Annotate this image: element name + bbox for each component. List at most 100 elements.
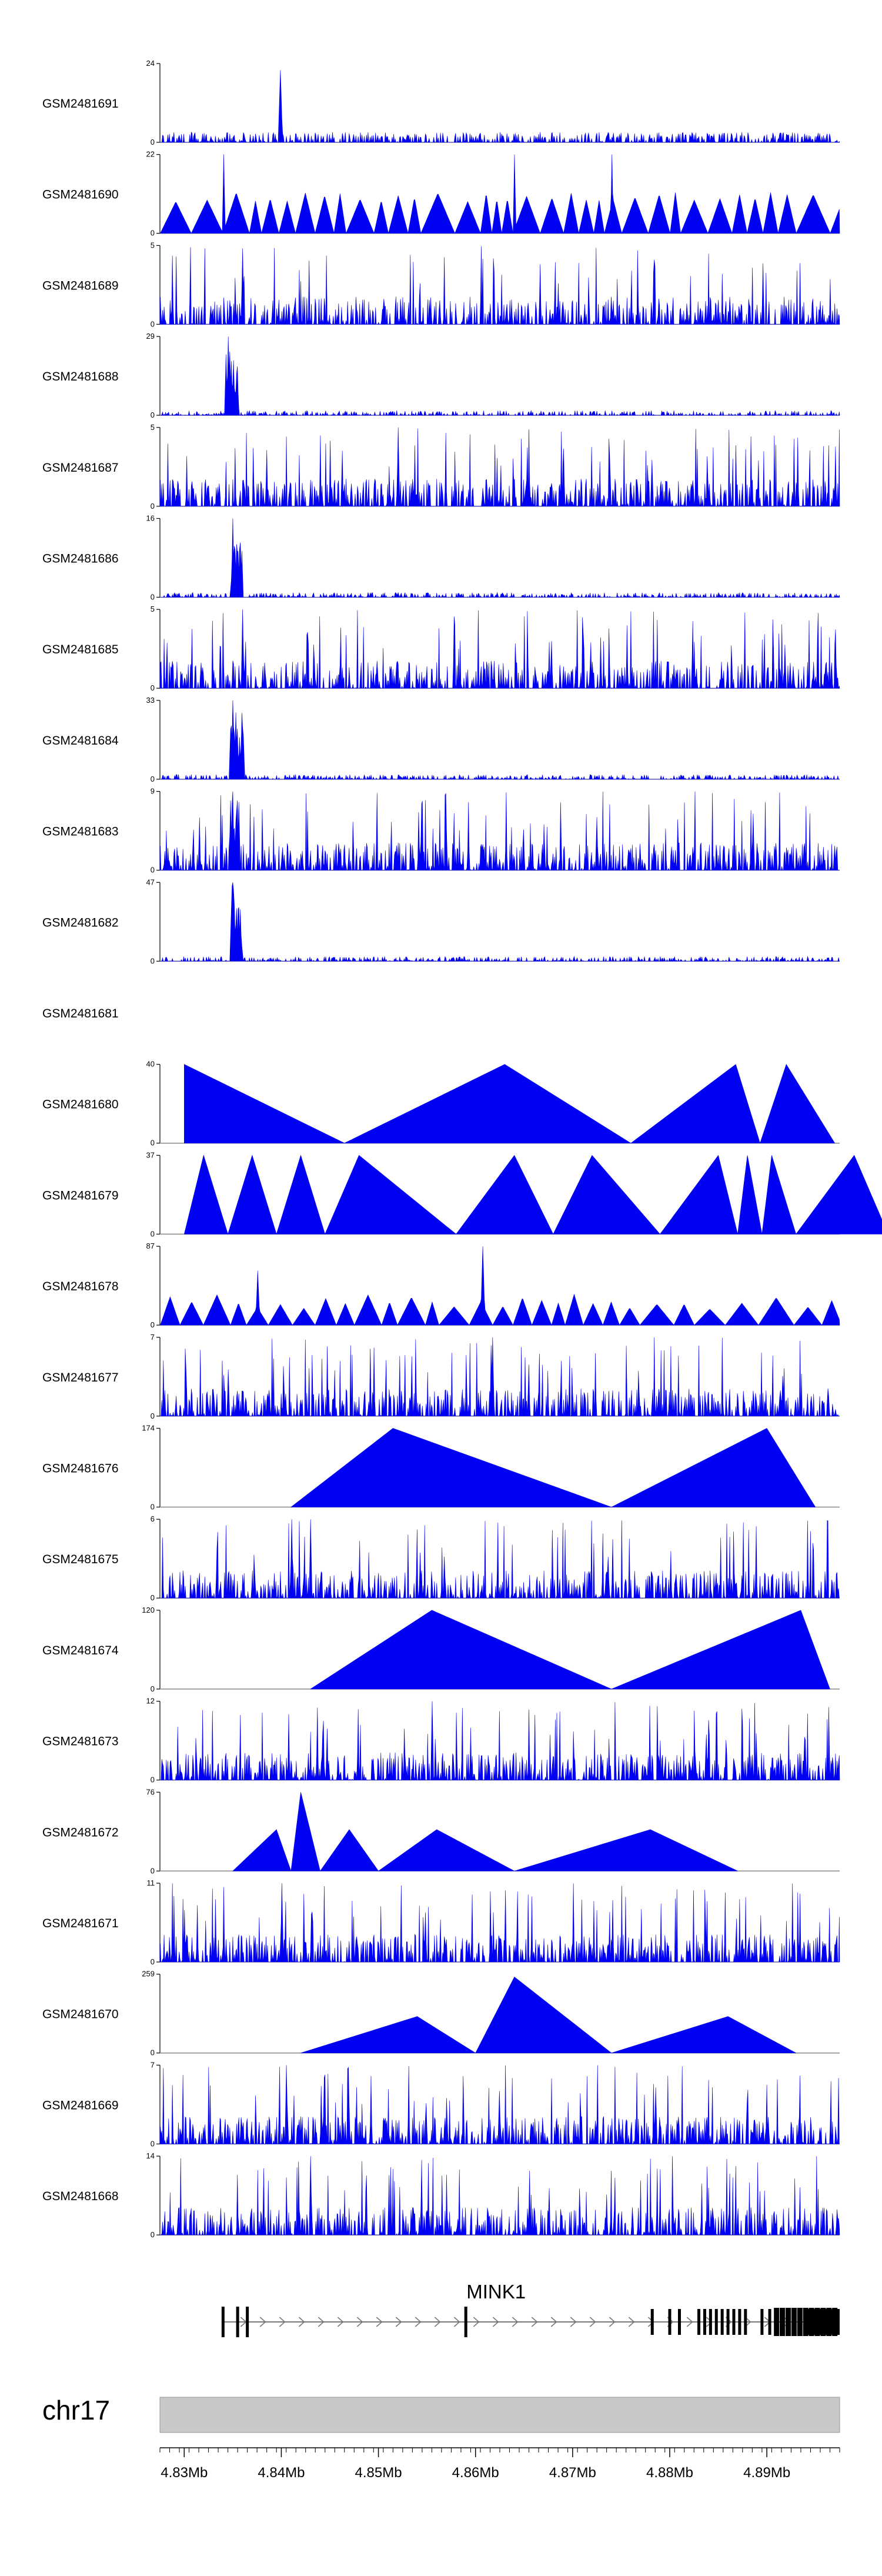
track-GSM2481682: GSM2481682 47 0 (42, 877, 840, 965)
chromosome-track: chr17 (42, 2395, 840, 2433)
exon (650, 2309, 654, 2335)
track-GSM2481679: GSM2481679 37 0 (42, 1150, 882, 1238)
track-GSM2481683: GSM2481683 9 0 (42, 787, 840, 875)
y-tick-min-label: 0 (151, 1320, 155, 1329)
exon (738, 2309, 741, 2335)
exon (236, 2307, 239, 2337)
track-GSM2481674: GSM2481674 120 0 (42, 1606, 840, 1693)
strand-arrow (376, 2317, 383, 2327)
track-label: GSM2481685 (42, 643, 119, 656)
y-tick-min-label: 0 (151, 1139, 155, 1147)
y-tick-min-label: 0 (151, 593, 155, 602)
signal-area (160, 154, 840, 234)
strand-arrow (453, 2317, 460, 2327)
exon-block (806, 2309, 840, 2335)
exon (744, 2309, 747, 2335)
signal-area (160, 518, 840, 598)
y-tick-max-label: 14 (146, 2151, 155, 2160)
x-tick-label: 4.85Mb (355, 2465, 402, 2481)
y-tick-max-label: 6 (151, 1514, 155, 1523)
track-label: GSM2481673 (42, 1735, 119, 1749)
track-GSM2481671: GSM2481671 11 0 (42, 1878, 840, 1966)
exon (797, 2308, 803, 2336)
y-tick-min-label: 0 (151, 2139, 155, 2148)
y-tick-max-label: 9 (151, 787, 155, 796)
y-tick-max-label: 120 (142, 1606, 155, 1614)
y-tick-min-label: 0 (151, 502, 155, 510)
y-tick-max-label: 22 (146, 150, 155, 159)
y-tick-min-label: 0 (151, 1229, 155, 1238)
track-label: GSM2481682 (42, 916, 119, 929)
signal-area (159, 246, 840, 325)
y-tick-max-label: 5 (151, 241, 155, 249)
y-tick-min-label: 0 (151, 2230, 155, 2239)
exon (668, 2309, 671, 2335)
y-tick-min-label: 0 (151, 1957, 155, 1966)
track-GSM2481688: GSM2481688 29 0 (42, 332, 840, 419)
exon (760, 2309, 764, 2335)
signal-area (160, 336, 840, 416)
exon (678, 2309, 681, 2335)
signal-area (160, 1701, 840, 1781)
track-label: GSM2481670 (42, 2008, 119, 2021)
y-tick-max-label: 29 (146, 332, 155, 341)
track-GSM2481689: GSM2481689 5 0 (42, 241, 840, 328)
track-label: GSM2481686 (42, 552, 119, 566)
y-tick-min-label: 0 (151, 1866, 155, 1875)
signal-area (159, 2065, 840, 2145)
y-tick-min-label: 0 (151, 956, 155, 965)
track-GSM2481670: GSM2481670 259 0 (42, 1970, 840, 2057)
track-label: GSM2481684 (42, 734, 119, 748)
strand-arrow (686, 2317, 693, 2327)
track-GSM2481690: GSM2481690 22 0 (42, 150, 840, 238)
y-tick-max-label: 7 (151, 2060, 155, 2069)
strand-arrow (473, 2317, 480, 2327)
strand-arrow (415, 2317, 422, 2327)
gene-name-label: MINK1 (466, 2281, 526, 2303)
strand-arrow (434, 2317, 441, 2327)
strand-arrow (531, 2317, 538, 2327)
track-label: GSM2481678 (42, 1280, 119, 1293)
signal-area (159, 70, 840, 144)
track-GSM2481677: GSM2481677 7 0 (42, 1333, 840, 1420)
signal-area (159, 427, 840, 507)
exon (791, 2308, 797, 2336)
track-label: GSM2481674 (42, 1644, 119, 1657)
signal-area (309, 1610, 830, 1690)
track-GSM2481685: GSM2481685 5 0 (42, 605, 840, 692)
track-label: GSM2481680 (42, 1098, 119, 1112)
signal-area (183, 1154, 882, 1235)
signal-tracks: GSM2481691240GSM2481690220GSM248168950GS… (42, 59, 882, 2239)
chromosome-ideogram (159, 2397, 840, 2433)
y-tick-min-label: 0 (151, 319, 155, 328)
y-tick-max-label: 37 (146, 1150, 155, 1159)
y-tick-max-label: 16 (146, 514, 155, 523)
exon (703, 2309, 706, 2335)
exon (768, 2309, 771, 2335)
exon (714, 2309, 718, 2335)
track-label: GSM2481690 (42, 188, 119, 202)
track-GSM2481691: GSM2481691 24 0 (42, 59, 840, 146)
x-tick-label: 4.86Mb (452, 2465, 499, 2481)
y-tick-min-label: 0 (151, 229, 155, 238)
signal-area (160, 882, 840, 962)
exon (726, 2309, 730, 2335)
strand-arrow (337, 2317, 344, 2327)
track-label: GSM2481675 (42, 1553, 119, 1566)
strand-arrow (492, 2317, 499, 2327)
genome-axis: 4.83Mb 4.84Mb 4.85Mb 4.86Mb 4.87Mb 4.88Mb 4.89… (159, 2447, 840, 2481)
exon (774, 2308, 780, 2336)
track-GSM2481680: GSM2481680 40 0 (42, 1060, 840, 1147)
strand-arrow (570, 2317, 577, 2327)
signal-area (159, 1883, 840, 1963)
track-GSM2481681: GSM2481681 (42, 1007, 119, 1020)
exon (709, 2309, 712, 2335)
chromosome-label: chr17 (42, 2395, 110, 2425)
track-label: GSM2481668 (42, 2190, 119, 2203)
signal-area (160, 1519, 840, 1599)
track-GSM2481678: GSM2481678 87 0 (42, 1242, 840, 1329)
signal-area (159, 609, 840, 689)
x-tick-label: 4.88Mb (646, 2465, 693, 2481)
y-tick-min-label: 0 (151, 775, 155, 783)
